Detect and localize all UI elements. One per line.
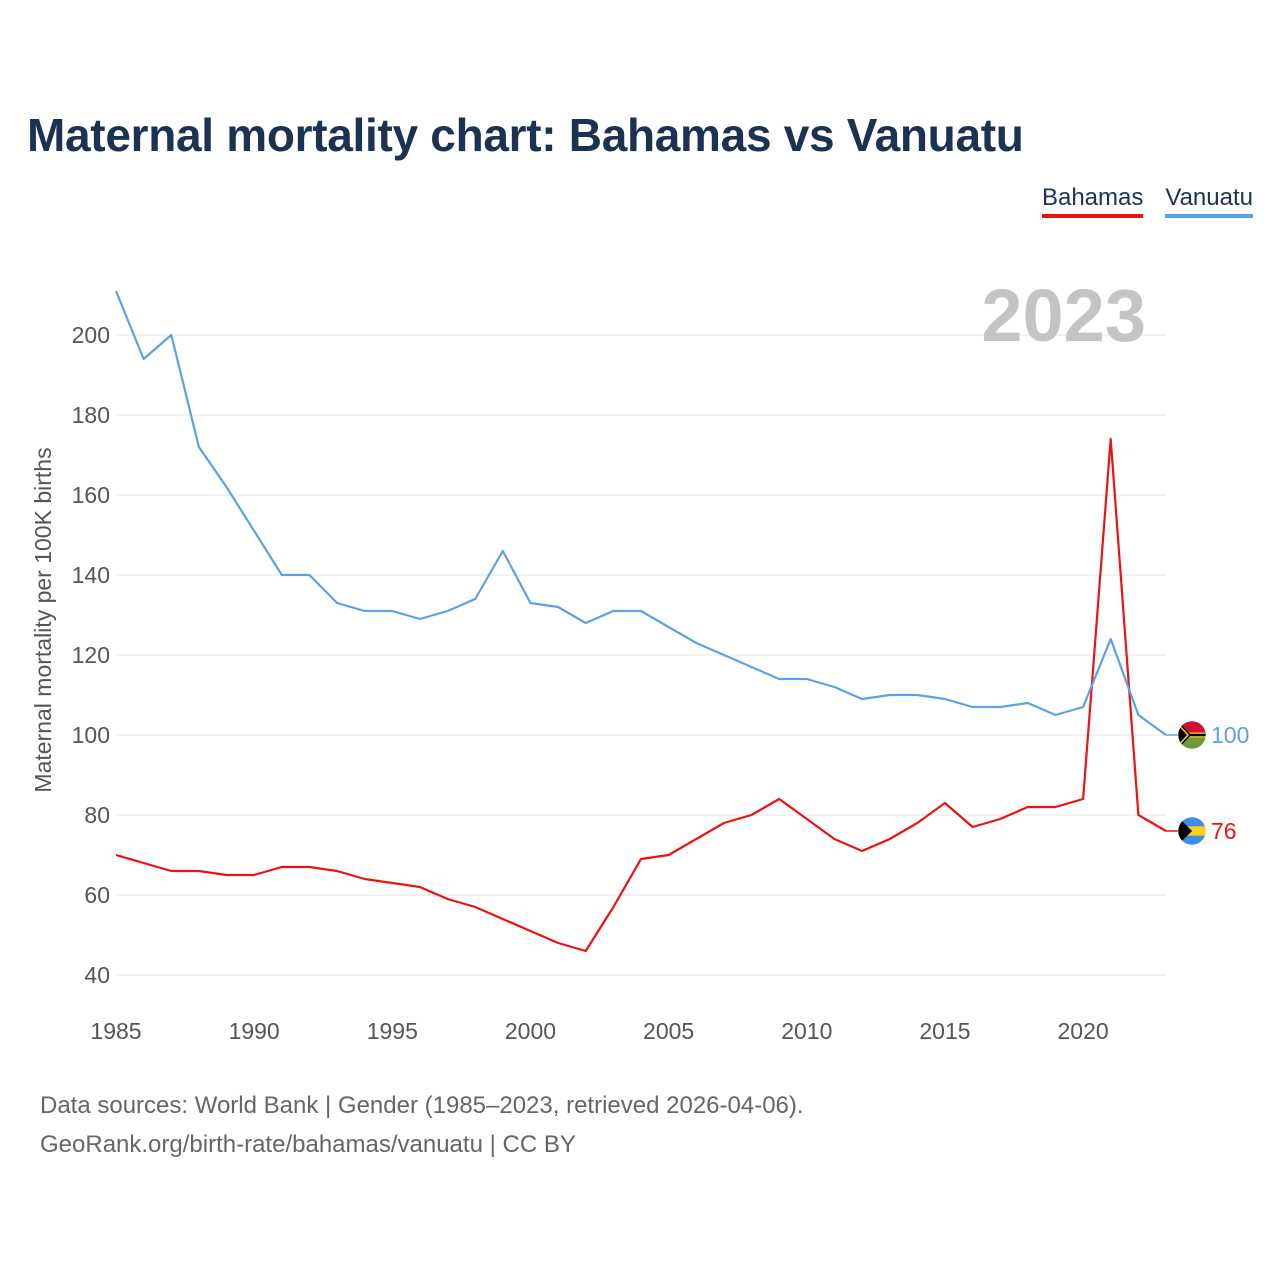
series-line-vanuatu[interactable] bbox=[114, 290, 1167, 736]
x-tick-label: 1995 bbox=[367, 1018, 418, 1044]
bahamas-flag bbox=[1177, 816, 1207, 846]
y-axis-ticks: 40 60 80 100 120 140 160 180 200 bbox=[72, 322, 110, 988]
legend: Bahamas Vanuatu bbox=[1041, 184, 1253, 218]
end-value-label-vanuatu: 100 bbox=[1211, 722, 1249, 748]
y-tick-label: 160 bbox=[72, 482, 110, 508]
y-tick-label: 100 bbox=[72, 722, 110, 748]
series-lines bbox=[114, 290, 1167, 953]
series-line-bahamas[interactable] bbox=[115, 437, 1167, 953]
footer: Data sources: World Bank | Gender (1985–… bbox=[40, 1086, 804, 1164]
end-markers: 76 100 bbox=[1166, 720, 1249, 846]
footer-link[interactable]: GeoRank.org/birth-rate/bahamas/vanuatu |… bbox=[40, 1131, 576, 1158]
x-tick-label: 2005 bbox=[643, 1018, 694, 1044]
x-tick-label: 2010 bbox=[781, 1018, 832, 1044]
y-axis-label: Maternal mortality per 100K births bbox=[30, 447, 56, 792]
x-tick-label: 1990 bbox=[229, 1018, 280, 1044]
y-tick-label: 180 bbox=[72, 402, 110, 428]
x-tick-label: 1985 bbox=[90, 1018, 141, 1044]
x-tick-label: 2020 bbox=[1058, 1018, 1109, 1044]
grid-lines bbox=[116, 334, 1166, 976]
legend-item-bahamas[interactable]: Bahamas bbox=[1041, 184, 1144, 218]
y-tick-label: 60 bbox=[84, 882, 110, 908]
y-tick-label: 120 bbox=[72, 642, 110, 668]
y-tick-label: 200 bbox=[72, 322, 110, 348]
year-watermark: 2023 bbox=[981, 274, 1146, 357]
y-tick-label: 40 bbox=[84, 962, 110, 988]
x-tick-label: 2000 bbox=[505, 1018, 556, 1044]
y-tick-label: 140 bbox=[72, 562, 110, 588]
x-tick-label: 2015 bbox=[919, 1018, 970, 1044]
end-value-label-bahamas: 76 bbox=[1211, 818, 1237, 844]
vanuatu-flag bbox=[1177, 720, 1207, 750]
chart-title: Maternal mortality chart: Bahamas vs Van… bbox=[27, 109, 1024, 161]
footer-sources: Data sources: World Bank | Gender (1985–… bbox=[40, 1092, 804, 1119]
y-tick-label: 80 bbox=[84, 802, 110, 828]
x-axis-ticks: 1985 1990 1995 2000 2005 2010 2015 2020 bbox=[90, 1018, 1108, 1044]
legend-item-vanuatu[interactable]: Vanuatu bbox=[1165, 184, 1253, 218]
